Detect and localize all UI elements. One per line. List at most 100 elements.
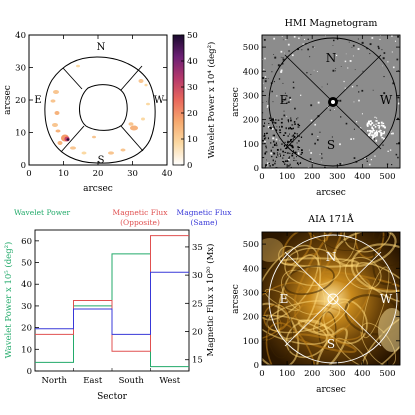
y-tick-label: 20 [15,96,26,106]
x-tick-label: 30 [127,169,138,179]
hmi-panel: HMI Magnetogram N E W S 0 100 200 300 400 500… [231,18,401,198]
x-tick-label: 200 [304,369,320,379]
aia-ylabel: arcsec [231,284,241,314]
histogram-ylabel-right: Magnetic Flux x 10²⁰ (Mx) [205,244,216,357]
x-tick-label: 0 [26,169,31,179]
colorbar-tick-label: 20 [187,109,198,119]
right-y-tick-label: 15 [192,356,203,366]
wavelet-map-image [44,56,156,164]
aia-axes: 0 100 200 300 400 500 0 100 200 300 400 500 [243,232,400,379]
y-tick-label: 200 [243,313,259,323]
colorbar-tick-label: 0 [187,161,192,171]
inner-boundary [79,84,128,131]
y-tick-label: 300 [243,288,259,298]
divider-ne [120,65,143,91]
legend-wavelet-power: Wavelet Power [14,208,71,217]
map1-label-n: N [97,42,106,53]
left-y-tick-label: 60 [21,237,32,247]
hmi-xlabel: arcsec [316,188,346,198]
y-tick-label: 100 [243,140,259,150]
series-magnetic-flux-same- [35,271,189,335]
wavelet-map-panel: N E W S 0 10 20 30 40 0 10 20 30 40 arcsec arcsec [3,31,172,194]
y-tick-label: 40 [15,31,26,41]
x-tick-label: 100 [279,369,295,379]
y-tick-label: 200 [243,116,259,126]
aia-center-ring [327,293,339,305]
legend-flux-opposite-2: (Opposite) [120,218,160,227]
x-tick-label: 0 [259,172,264,182]
map1-label-s: S [98,155,105,166]
histogram-xlabel: Sector [97,392,128,402]
x-tick-label: 400 [354,369,370,379]
x-tick-label: 0 [259,369,264,379]
divider-se [120,125,144,152]
map1-xlabel: arcsec [83,184,113,194]
map1-ylabel: arcsec [3,85,13,115]
left-y-tick-label: 20 [21,324,32,334]
hmi-frame [261,34,401,169]
x-tick-label: 100 [279,172,295,182]
left-y-tick-label: 40 [21,280,32,290]
hmi-ylabel: arcsec [231,87,241,117]
aia-image [262,232,400,365]
x-tick-label: 10 [58,169,69,179]
y-tick-label: 10 [15,129,26,139]
x-tick-label: 300 [329,369,345,379]
wavelet-map-axes: 0 10 20 30 40 0 10 20 30 40 [15,31,172,179]
hmi-title: HMI Magnetogram [285,18,378,29]
colorbar-ticks: 0 10 20 30 40 50 [181,31,198,171]
sector-histogram-panel: Wavelet Power Magnetic Flux (Opposite) M… [3,208,232,402]
x-tick-label: 40 [162,169,173,179]
colorbar-tick-label: 10 [187,135,198,145]
aia-title: AIA 171Å [307,213,354,225]
colorbar-gradient [172,34,185,166]
right-y-tick-label: 20 [192,328,203,338]
colorbar-tick-label: 30 [187,83,198,93]
legend-flux-same-1: Magnetic Flux [177,208,233,217]
hmi-label-s: S [327,138,335,152]
y-tick-label: 400 [243,67,259,77]
colorbar-label: Wavelet Power x 10⁴ (deg²) [206,42,217,159]
map1-label-e: E [34,95,41,106]
aia-xlabel: arcsec [316,385,346,395]
x-tick-label: 500 [379,172,395,182]
hmi-label-e: E [280,93,289,107]
divider-nw [62,67,83,90]
hmi-axes: 0 100 200 300 400 500 0 100 200 300 400 500 [243,35,400,182]
category-label: South [119,376,145,386]
x-tick-label: 200 [304,172,320,182]
aia-divider-2 [284,251,382,347]
aia-panel: AIA 171Å N E W S 0 100 200 300 400 500 0 100 200… [231,213,401,395]
right-y-tick-label: 30 [192,271,203,281]
map1-label-w: W [154,95,165,106]
wavelet-power-blobs [50,64,150,155]
y-tick-label: 300 [243,91,259,101]
y-tick-label: 0 [21,161,26,171]
aia-frame [261,231,401,366]
legend-flux-same-2: (Same) [190,218,217,227]
histogram-ylabel-left: Wavelet Power x 10⁵ (deg²) [3,242,14,359]
y-tick-label: 0 [254,361,259,371]
y-tick-label: 0 [254,164,259,174]
left-y-tick-label: 50 [21,259,32,269]
y-tick-label: 400 [243,264,259,274]
hmi-image [262,35,400,168]
aia-label-e: E [280,292,289,306]
y-tick-label: 100 [243,337,259,347]
x-tick-label: 300 [329,172,345,182]
histogram-series [35,235,189,368]
hmi-label-n: N [326,51,337,65]
aia-label-n: N [326,250,337,264]
hmi-circle [268,37,398,167]
colorbar: 0 10 20 30 40 50 Wavelet Power x 10⁴ (deg²) [172,31,217,171]
y-tick-label: 30 [15,64,26,74]
y-tick-label: 500 [243,240,259,250]
left-y-tick-label: 30 [21,302,32,312]
histogram-axes: 0 10 20 30 40 50 60 15 20 25 30 35 North East South Wes… [21,237,203,386]
y-tick-label: 500 [243,43,259,53]
colorbar-tick-label: 50 [187,31,198,41]
aia-circle [268,234,398,364]
category-label: West [159,376,180,386]
legend-flux-opposite-1: Magnetic Flux [113,208,169,217]
